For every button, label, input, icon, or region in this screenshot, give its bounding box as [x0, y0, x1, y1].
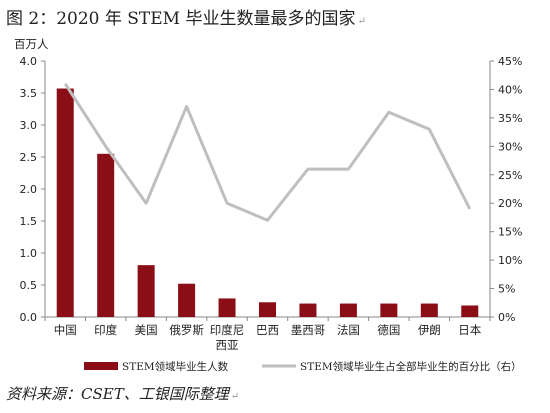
x-category-label: 西亚 — [216, 338, 239, 352]
y-right-tick-label: 35% — [498, 112, 522, 125]
y-left-tick-label: 2.5 — [20, 151, 38, 164]
x-category-label: 中国 — [54, 323, 77, 337]
source-note: 资料来源：CSET、工银国际整理 ↵ — [6, 385, 240, 403]
bar — [339, 303, 357, 317]
chart-title: 图 2：2020 年 STEM 毕业生数量最多的国家 ↵ — [6, 9, 366, 29]
return-mark-icon: ↵ — [357, 16, 366, 27]
return-mark-icon: ↵ — [230, 391, 240, 402]
y-left-tick-label: 4.0 — [20, 55, 38, 68]
legend-swatch-bar — [84, 362, 118, 370]
y-left-tick-label: 3.5 — [20, 87, 38, 100]
axis-labels: 0.0 0.5 1.0 1.5 2.0 2.5 3.0 3.5 4.0 0% 5% 10% 15% 20%… — [14, 37, 522, 352]
series-line — [63, 82, 472, 222]
y-left-tick-label: 0.5 — [20, 279, 38, 292]
y-right-tick-label: 40% — [498, 83, 522, 96]
y-right-tick-label: 10% — [498, 254, 522, 267]
x-category-label: 美国 — [135, 323, 158, 337]
bar — [299, 303, 317, 317]
y-left-tick-label: 3.0 — [20, 119, 38, 132]
y-right-tick-label: 30% — [498, 140, 522, 153]
y-left-axis-label: 百万人 — [14, 37, 49, 51]
y-left-tick-label: 1.5 — [20, 215, 38, 228]
legend-label-bar: STEM领域毕业生人数 — [122, 360, 229, 373]
legend: STEM领域毕业生人数 STEM领域毕业生占全部毕业生的百分比（右） — [84, 360, 522, 373]
x-category-label: 印度 — [94, 323, 117, 337]
y-right-tick-label: 0% — [498, 311, 515, 324]
x-category-label: 巴西 — [256, 323, 279, 337]
bar — [259, 302, 276, 317]
bar — [137, 265, 155, 317]
y-right-tick-label: 20% — [498, 197, 522, 210]
x-category-label: 法国 — [337, 323, 360, 337]
x-category-label: 墨西哥 — [291, 323, 326, 337]
line-series — [63, 82, 472, 222]
bar — [97, 153, 115, 317]
bar — [461, 305, 479, 317]
y-left-tick-label: 2.0 — [20, 183, 38, 196]
bar — [218, 298, 236, 317]
y-left-tick-label: 1.0 — [20, 247, 38, 260]
bar-series — [56, 88, 479, 318]
bar — [420, 303, 438, 317]
y-right-tick-label: 15% — [498, 226, 522, 239]
bar — [380, 303, 398, 317]
y-right-tick-label: 45% — [498, 55, 522, 68]
y-right-tick-label: 25% — [498, 169, 522, 182]
x-category-label: 伊朗 — [418, 323, 441, 337]
x-category-label: 印度尼 — [210, 323, 245, 337]
y-right-tick-label: 5% — [498, 283, 515, 296]
y-left-tick-label: 0.0 — [20, 311, 38, 324]
x-category-label: 日本 — [458, 323, 481, 337]
bar — [178, 283, 196, 317]
x-category-label: 德国 — [377, 323, 400, 337]
x-category-label: 俄罗斯 — [169, 323, 204, 337]
bar — [56, 88, 74, 318]
legend-label-line: STEM领域毕业生占全部毕业生的百分比（右） — [300, 360, 522, 373]
